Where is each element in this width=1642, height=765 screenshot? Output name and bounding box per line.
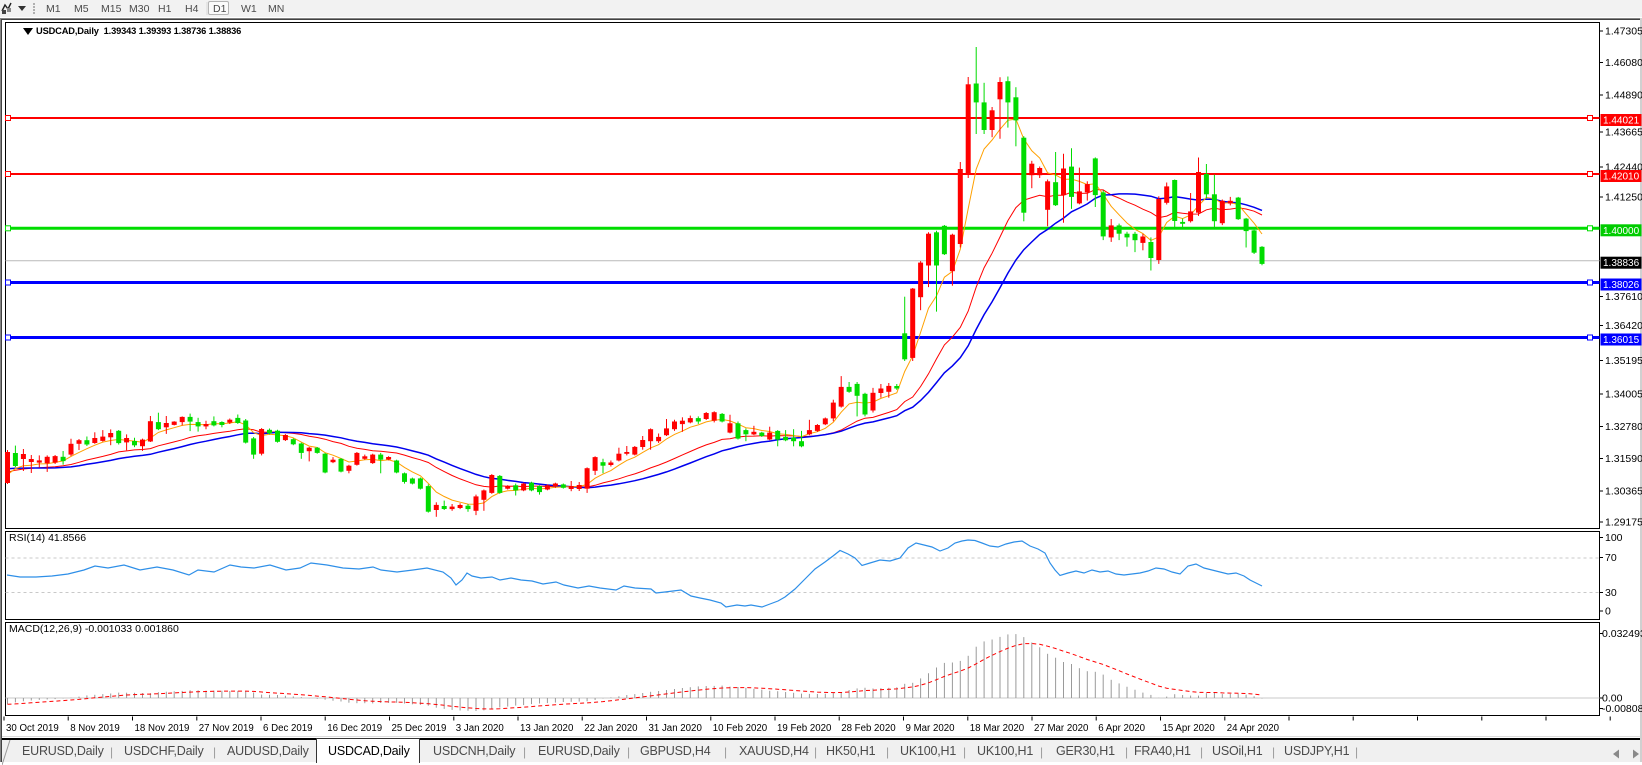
svg-text:RSI(14) 41.8566: RSI(14) 41.8566 [9, 532, 86, 544]
svg-text:3 Jan 2020: 3 Jan 2020 [456, 723, 505, 734]
svg-text:MACD(12,26,9) -0.001033 0.0018: MACD(12,26,9) -0.001033 0.001860 [9, 623, 179, 635]
svg-text:1.40000: 1.40000 [1603, 226, 1640, 237]
svg-text:6 Apr 2020: 6 Apr 2020 [1098, 723, 1145, 734]
svg-text:70: 70 [1605, 552, 1617, 564]
svg-text:22 Jan 2020: 22 Jan 2020 [584, 723, 638, 734]
svg-text:19 Feb 2020: 19 Feb 2020 [777, 723, 832, 734]
svg-text:31 Jan 2020: 31 Jan 2020 [649, 723, 703, 734]
svg-text:18 Nov 2019: 18 Nov 2019 [135, 723, 190, 734]
svg-text:16 Dec 2019: 16 Dec 2019 [327, 723, 382, 734]
svg-text:1.46080: 1.46080 [1605, 57, 1642, 69]
svg-text:0: 0 [1605, 606, 1611, 618]
svg-text:1.44021: 1.44021 [1603, 116, 1640, 127]
svg-text:25 Dec 2019: 25 Dec 2019 [392, 723, 447, 734]
svg-text:100: 100 [1605, 532, 1623, 544]
svg-text:27 Mar 2020: 27 Mar 2020 [1034, 723, 1089, 734]
svg-text:30 Oct 2019: 30 Oct 2019 [6, 723, 59, 734]
svg-text:1.29175: 1.29175 [1605, 517, 1642, 529]
svg-text:8 Nov 2019: 8 Nov 2019 [70, 723, 120, 734]
svg-text:-0.008086: -0.008086 [1602, 703, 1642, 715]
svg-text:1.34005: 1.34005 [1605, 389, 1642, 401]
svg-text:1.41250: 1.41250 [1605, 192, 1642, 204]
svg-text:1.37610: 1.37610 [1605, 291, 1642, 303]
svg-text:10 Feb 2020: 10 Feb 2020 [713, 723, 768, 734]
svg-text:24 Apr 2020: 24 Apr 2020 [1227, 723, 1280, 734]
svg-text:15 Apr 2020: 15 Apr 2020 [1163, 723, 1216, 734]
svg-text:6 Dec 2019: 6 Dec 2019 [263, 723, 313, 734]
svg-text:1.30365: 1.30365 [1605, 486, 1642, 498]
svg-text:1.47305: 1.47305 [1605, 26, 1642, 38]
svg-text:1.38836: 1.38836 [1603, 258, 1640, 269]
svg-text:1.36420: 1.36420 [1605, 320, 1642, 332]
svg-text:9 Mar 2020: 9 Mar 2020 [906, 723, 956, 734]
svg-text:0.00: 0.00 [1602, 693, 1623, 705]
svg-text:1.36015: 1.36015 [1603, 335, 1640, 346]
svg-text:1.38026: 1.38026 [1603, 280, 1640, 291]
svg-text:13 Jan 2020: 13 Jan 2020 [520, 723, 574, 734]
svg-text:1.43665: 1.43665 [1605, 127, 1642, 139]
svg-text:18 Mar 2020: 18 Mar 2020 [970, 723, 1025, 734]
svg-text:1.42010: 1.42010 [1603, 172, 1640, 183]
svg-text:28 Feb 2020: 28 Feb 2020 [841, 723, 896, 734]
svg-text:27 Nov 2019: 27 Nov 2019 [199, 723, 254, 734]
svg-text:1.31590: 1.31590 [1605, 453, 1642, 465]
svg-text:1.35195: 1.35195 [1605, 355, 1642, 367]
svg-text:1.44890: 1.44890 [1605, 90, 1642, 102]
svg-text:0.032493: 0.032493 [1602, 628, 1642, 640]
svg-text:1.32780: 1.32780 [1605, 421, 1642, 433]
svg-text:30: 30 [1605, 587, 1617, 599]
